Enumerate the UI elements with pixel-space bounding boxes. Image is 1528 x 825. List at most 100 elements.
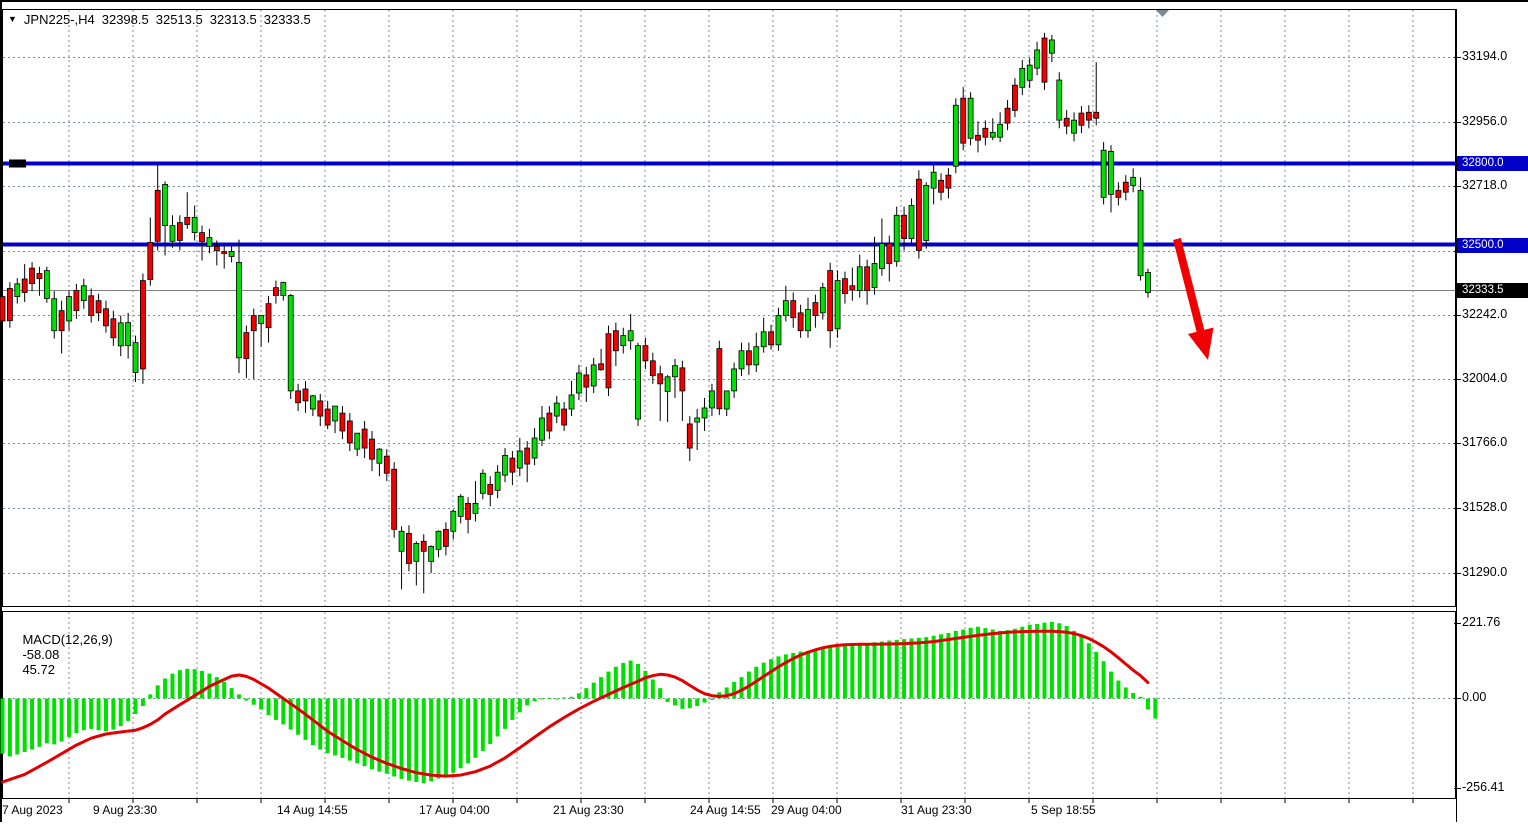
- macd-histogram-bar: [562, 697, 567, 699]
- macd-histogram-bar: [591, 682, 596, 699]
- hline-price-label: 32800.0: [1457, 155, 1528, 171]
- candle: [258, 315, 265, 325]
- candle: [590, 364, 597, 387]
- macd-histogram-bar: [0, 698, 5, 754]
- candle: [162, 183, 168, 226]
- price-axis-label: 32242.0: [1462, 307, 1508, 321]
- macd-histogram-bar: [1042, 622, 1047, 699]
- price-axis-label: 33194.0: [1462, 49, 1508, 63]
- macd-histogram-bar: [547, 697, 552, 699]
- candle: [694, 417, 701, 423]
- macd-histogram-bar: [30, 698, 35, 750]
- candle: [406, 533, 412, 564]
- macd-histogram-bar: [916, 637, 921, 699]
- time-axis-label[interactable]: 29 Aug 04:00: [771, 803, 842, 817]
- macd-histogram-bar: [850, 644, 855, 699]
- candle: [716, 348, 723, 410]
- macd-histogram-bar: [709, 698, 714, 700]
- macd-histogram-bar: [791, 652, 796, 699]
- macd-histogram-bar: [1035, 623, 1040, 699]
- candle: [797, 312, 804, 332]
- candle: [221, 251, 228, 254]
- macd-histogram-bar: [443, 698, 448, 777]
- macd-histogram-bar: [222, 681, 227, 699]
- macd-histogram-bar: [813, 649, 818, 699]
- candle: [612, 330, 619, 352]
- candle: [154, 189, 161, 242]
- candle: [472, 502, 479, 514]
- macd-histogram-bar: [325, 698, 330, 754]
- time-axis-label[interactable]: 14 Aug 14:55: [277, 803, 348, 817]
- candle: [324, 408, 331, 426]
- candle: [620, 335, 627, 347]
- candle: [989, 131, 996, 138]
- macd-histogram-bar: [1057, 623, 1062, 699]
- macd-histogram-bar: [776, 656, 781, 699]
- hline-price-label: 32500.0: [1457, 237, 1528, 253]
- macd-histogram-bar: [1079, 635, 1084, 699]
- macd-histogram-bar: [436, 698, 441, 779]
- macd-histogram-bar: [894, 639, 899, 699]
- down-arrow-head-icon[interactable]: [1188, 327, 1214, 361]
- macd-histogram-bar: [259, 698, 264, 710]
- candle: [546, 412, 553, 432]
- candle: [886, 243, 893, 264]
- macd-histogram-bar: [902, 639, 907, 699]
- price-axis-label: 31766.0: [1462, 435, 1508, 449]
- macd-histogram-bar: [828, 647, 833, 699]
- candle: [428, 546, 435, 562]
- macd-histogram-bar: [303, 698, 308, 740]
- macd-histogram-bar: [155, 685, 160, 699]
- macd-histogram-bar: [347, 698, 352, 761]
- candle: [73, 290, 80, 312]
- macd-histogram-bar: [273, 698, 278, 720]
- candle: [605, 333, 612, 389]
- time-axis-label[interactable]: 31 Aug 23:30: [901, 803, 972, 817]
- chart-shift-icon[interactable]: [1156, 10, 1169, 17]
- candle: [435, 530, 442, 550]
- macd-histogram-bar: [613, 666, 618, 699]
- time-axis-label[interactable]: 17 Aug 04:00: [419, 803, 490, 817]
- candle: [790, 300, 797, 319]
- symbol-dropdown-icon[interactable]: ▼: [8, 14, 17, 24]
- time-axis-label[interactable]: 5 Sep 18:55: [1031, 803, 1096, 817]
- chart-title: ▼ JPN225-,H4 32398.5 32513.5 32313.5 323…: [8, 12, 311, 27]
- candle: [509, 457, 516, 473]
- macd-histogram-bar: [872, 642, 877, 699]
- candle: [1026, 64, 1033, 81]
- time-axis-label[interactable]: 21 Aug 23:30: [553, 803, 624, 817]
- hline-32800[interactable]: [3, 161, 1455, 166]
- macd-histogram-bar: [990, 629, 995, 699]
- macd-histogram-bar: [96, 698, 101, 731]
- candle: [930, 171, 937, 189]
- time-axis-label[interactable]: 9 Aug 23:30: [93, 803, 158, 817]
- macd-histogram-bar: [126, 698, 131, 721]
- candle: [915, 178, 922, 251]
- candle: [723, 390, 730, 410]
- macd-histogram-bar: [525, 698, 530, 706]
- macd-axis-label: -256.41: [1462, 780, 1505, 794]
- macd-signal-line: [1, 629, 1150, 784]
- macd-histogram-bar: [1086, 643, 1091, 699]
- macd-histogram-bar: [1145, 698, 1150, 710]
- candle: [583, 374, 590, 388]
- hline-handle[interactable]: [9, 159, 26, 168]
- macd-histogram-bar: [200, 670, 205, 699]
- candle: [457, 495, 464, 517]
- candle: [280, 282, 287, 296]
- macd-histogram-bar: [554, 698, 559, 700]
- macd-histogram-bar: [702, 698, 707, 703]
- candle: [649, 360, 656, 377]
- macd-histogram-bar: [842, 645, 847, 699]
- candle: [14, 283, 21, 297]
- macd-histogram-bar: [665, 698, 670, 702]
- candle: [191, 217, 198, 234]
- candle: [871, 263, 878, 289]
- hline-32500[interactable]: [3, 242, 1455, 247]
- down-arrow-shaft[interactable]: [1173, 238, 1205, 332]
- candle: [398, 530, 405, 552]
- time-axis-label[interactable]: 24 Aug 14:55: [690, 803, 761, 817]
- time-axis-label[interactable]: 7 Aug 2023: [2, 803, 63, 817]
